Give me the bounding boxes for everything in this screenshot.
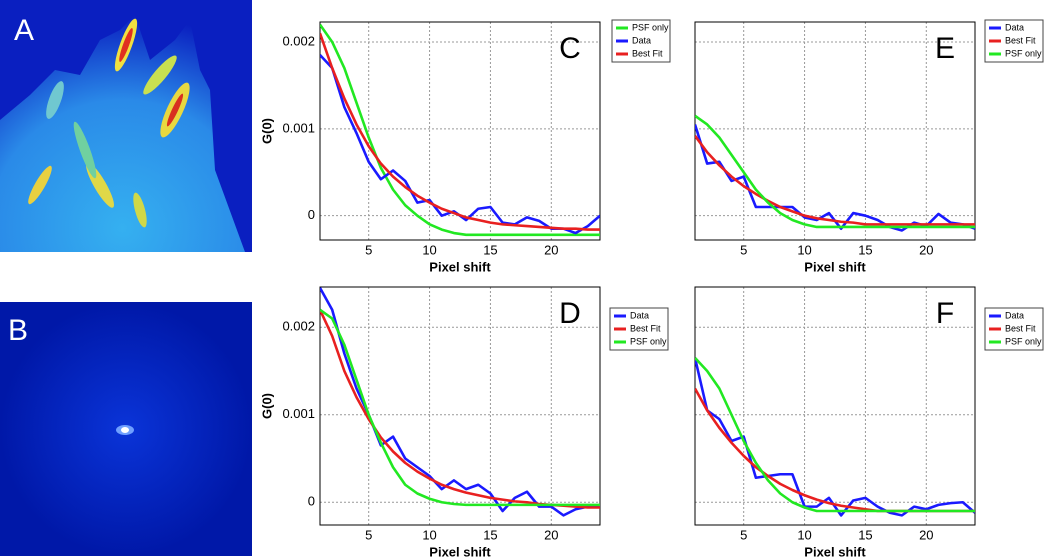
x-tick-label: 20 (919, 527, 933, 542)
legend: PSF only Data Best Fit (611, 19, 671, 63)
legend-label: PSF only (630, 336, 667, 346)
plot-area (695, 22, 975, 240)
chart: 0 0.001 0.002 5 10 15 20 Pixel shift G(0) C PSF on… (259, 19, 671, 274)
legend-label: PSF only (632, 22, 669, 32)
chart: 5 10 15 20 Pixel shift F Data Best Fit PSF only (694, 286, 1044, 559)
legend: Data Best Fit PSF only (984, 19, 1044, 63)
x-axis-title: Pixel shift (804, 259, 866, 274)
image-panel-a (0, 0, 252, 252)
panel-letter: C (559, 32, 581, 65)
data-line (320, 32, 600, 231)
legend-label: PSF only (1005, 48, 1042, 58)
plot-frame (319, 286, 601, 526)
x-tick-label: 5 (740, 527, 747, 542)
plot-area (320, 22, 600, 240)
y-tick-label: 0.002 (282, 319, 315, 334)
x-tick-label: 10 (797, 242, 811, 257)
x-tick-label: 15 (858, 242, 872, 257)
x-tick-label: 10 (422, 527, 436, 542)
y-tick-label: 0 (308, 207, 315, 222)
x-tick-label: 5 (740, 242, 747, 257)
legend: Data Best Fit PSF only (984, 307, 1044, 351)
y-axis-title: G(0) (259, 118, 274, 144)
x-tick-label: 5 (365, 527, 372, 542)
x-tick-label: 20 (544, 242, 558, 257)
y-tick-label: 0.002 (282, 33, 315, 48)
data-line (695, 135, 975, 226)
plot-frame (694, 286, 976, 526)
data-line (320, 23, 600, 237)
y-axis-title: G(0) (259, 393, 274, 419)
legend-label: Data (1005, 310, 1024, 320)
x-tick-label: 10 (797, 527, 811, 542)
legend-label: Best Fit (630, 323, 661, 333)
legend-label: PSF only (1005, 336, 1042, 346)
legend-label: Best Fit (632, 48, 663, 58)
x-axis-title: Pixel shift (429, 544, 491, 559)
data-line (695, 356, 975, 513)
legend-label: Best Fit (1005, 35, 1036, 45)
panel-letter: E (935, 32, 955, 65)
x-tick-label: 15 (858, 527, 872, 542)
x-tick-label: 10 (422, 242, 436, 257)
legend-label: Data (632, 35, 651, 45)
panel-letter: F (936, 297, 954, 330)
panel-label: B (8, 314, 28, 347)
x-axis-title: Pixel shift (804, 544, 866, 559)
legend: Data Best Fit PSF only (609, 307, 669, 351)
x-axis-title: Pixel shift (429, 259, 491, 274)
y-tick-label: 0.001 (282, 120, 315, 135)
data-line (695, 114, 975, 229)
legend-label: Data (1005, 22, 1024, 32)
x-tick-label: 15 (483, 242, 497, 257)
panel-label: A (14, 14, 34, 47)
x-tick-label: 20 (919, 242, 933, 257)
legend-label: Best Fit (1005, 323, 1036, 333)
x-tick-label: 5 (365, 242, 372, 257)
panel-letter: D (559, 297, 581, 330)
x-tick-label: 15 (483, 527, 497, 542)
plot-frame (694, 21, 976, 241)
legend-label: Data (630, 310, 649, 320)
plot-frame (319, 21, 601, 241)
y-tick-label: 0.001 (282, 406, 315, 421)
image-panel-b (0, 302, 252, 556)
x-tick-label: 20 (544, 527, 558, 542)
chart: 5 10 15 20 Pixel shift E Data Best Fit PSF only (694, 19, 1044, 274)
data-line (320, 308, 600, 507)
chart: 0 0.001 0.002 5 10 15 20 Pixel shift G(0) D Data Be… (259, 286, 669, 559)
y-tick-label: 0 (308, 494, 315, 509)
plot-area (695, 287, 975, 525)
